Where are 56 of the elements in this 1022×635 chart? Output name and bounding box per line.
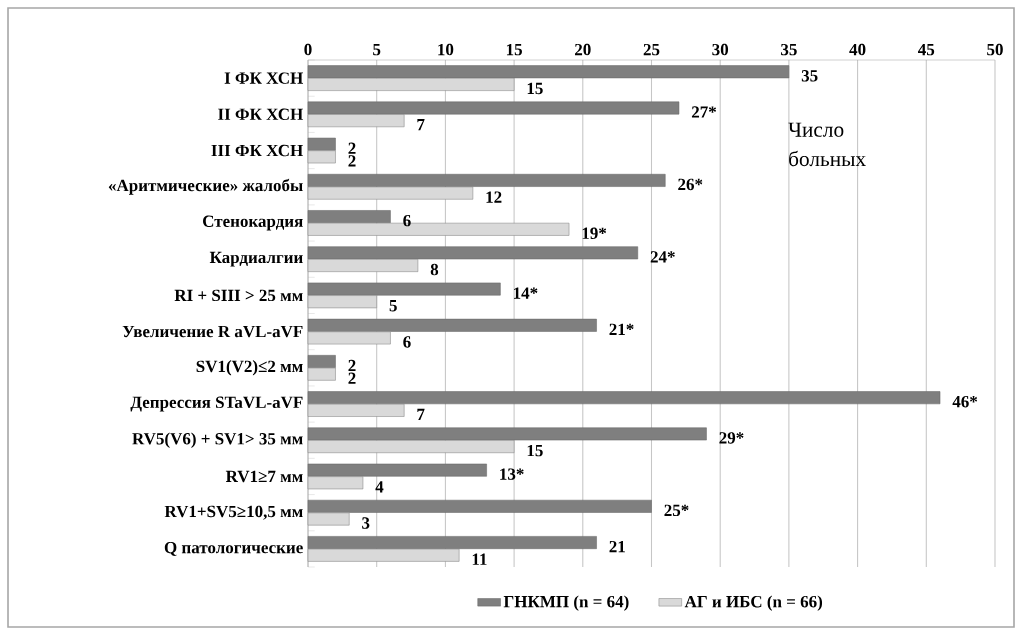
y-tick-label: SV1(V2)≤2 мм xyxy=(196,360,303,376)
data-label: 35 xyxy=(801,70,818,82)
data-label: 7 xyxy=(417,119,425,131)
y-tick-label: Кардиалгии xyxy=(209,251,303,267)
data-label: 6 xyxy=(403,214,411,227)
data-label: 7 xyxy=(417,408,425,420)
y-tick-label: I ФК ХСН xyxy=(224,72,304,84)
data-label: 27* xyxy=(691,106,717,118)
data-label: 13* xyxy=(500,468,524,480)
x-tick-label: 10 xyxy=(438,43,454,56)
x-tick-label: 30 xyxy=(712,43,729,56)
data-label: 2 xyxy=(348,359,356,372)
y-tick-label: RI + SIII > 25 мм xyxy=(174,289,303,302)
data-label: 4 xyxy=(375,481,384,493)
data-label: 6 xyxy=(403,336,411,348)
x-tick-label: 40 xyxy=(849,43,866,56)
data-label: 29* xyxy=(719,432,744,444)
y-tick-label: RV1+SV5≥10,5 мм xyxy=(164,505,303,520)
x-tick-label: 5 xyxy=(373,44,381,56)
y-tick-label: RV5(V6) + SV1> 35 мм xyxy=(132,432,303,448)
y-tick-label: RV1≥7 мм xyxy=(225,470,303,483)
data-label: 46* xyxy=(952,396,978,408)
y-tick-label: Q патологические xyxy=(164,541,303,556)
y-tick-label: Стенокардия xyxy=(203,215,303,231)
data-label: 2 xyxy=(348,372,356,384)
data-label: 3 xyxy=(362,517,370,529)
data-label: 25* xyxy=(664,504,689,517)
data-label: 12 xyxy=(486,191,502,203)
x-tick-label: 35 xyxy=(781,43,797,56)
data-label: 19* xyxy=(582,227,607,240)
data-label: 5 xyxy=(389,300,397,312)
data-label: 15 xyxy=(527,444,543,457)
data-label: 21 xyxy=(609,540,625,553)
data-label: 11 xyxy=(472,553,487,565)
data-label: 14* xyxy=(513,287,538,299)
legend-label: ГНКМП (n = 64) xyxy=(503,595,629,611)
data-label: 8 xyxy=(430,263,439,276)
data-label: 21* xyxy=(609,323,634,335)
y-tick-label: II ФК ХСН xyxy=(218,108,303,121)
y-tick-label: III ФК ХСН xyxy=(211,144,303,157)
y-tick-label: Увеличение R aVL-aVF xyxy=(122,325,303,338)
data-label: 24* xyxy=(650,251,675,263)
x-tick-label: 45 xyxy=(918,43,935,56)
y-tick-label: «Аритмические» жалобы xyxy=(108,178,303,195)
y-tick-label: Депрессия STaVL-aVF xyxy=(130,396,303,412)
x-axis-title: Число больных xyxy=(788,122,866,167)
x-tick-label: 50 xyxy=(987,43,1003,56)
x-tick-label: 20 xyxy=(575,43,591,56)
x-tick-label: 25 xyxy=(643,43,660,56)
data-label: 2 xyxy=(348,142,356,154)
data-label: 26* xyxy=(678,178,703,191)
data-label: 2 xyxy=(348,155,356,167)
data-label: 15 xyxy=(527,82,543,95)
legend-label: АГ и ИБС (n = 66) xyxy=(684,595,823,611)
x-tick-label: 0 xyxy=(304,43,312,56)
x-tick-label: 15 xyxy=(506,43,522,56)
